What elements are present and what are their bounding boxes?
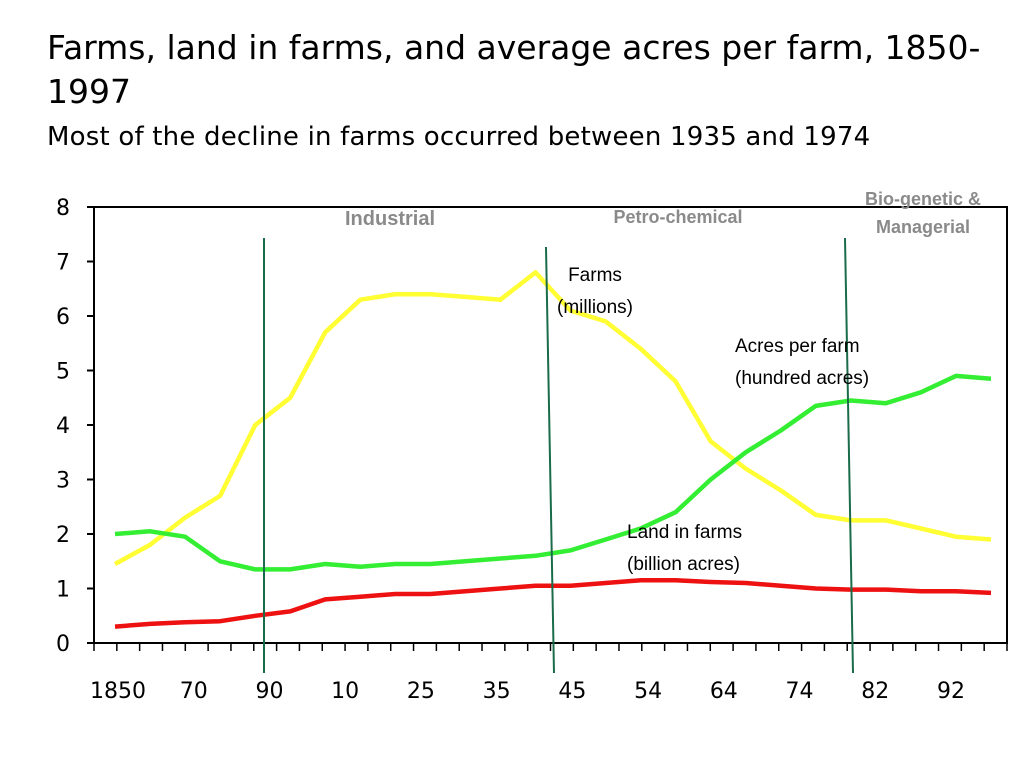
y-tick-label: 5 [56,360,70,385]
y-tick-label: 2 [56,523,70,548]
x-tick-label: 25 [407,679,435,704]
x-tick-label: 54 [634,679,662,704]
era-divider-1 [545,246,555,674]
era-dividers [263,237,854,674]
era-label-petro-chemical: Petro-chemical [613,207,742,227]
x-tick-label: 1850 [90,679,146,704]
annotation-acres-line2: (hundred acres) [735,368,869,389]
y-tick-label: 4 [56,414,70,439]
chart-title: Farms, land in farms, and average acres … [47,28,981,111]
y-tick-label: 6 [56,305,70,330]
x-tick-label: 64 [710,679,738,704]
y-tick-label: 1 [56,578,70,603]
plot-frame [93,206,1008,644]
series-line-1 [114,373,992,572]
chart-subtitle: Most of the decline in farms occurred be… [47,122,871,152]
era-label-industrial: Industrial [345,208,435,230]
y-tick-label: 7 [56,251,70,276]
era-label-bio-genetic: Bio-genetic & [865,189,981,209]
y-tick-label: 0 [56,632,70,657]
era-label-managerial: Managerial [876,217,970,237]
x-tick-label: 92 [937,679,965,704]
x-tick-label: 10 [331,679,359,704]
x-tick-label: 70 [180,679,208,704]
x-tick-label: 82 [861,679,889,704]
annotation-farms-line2: (millions) [557,297,633,318]
y-tick-label: 8 [56,196,70,221]
series-line-0 [113,270,992,566]
era-divider-2 [844,237,854,674]
y-tick-label: 3 [56,469,70,494]
x-tick-label: 90 [255,679,283,704]
x-tick-label: 45 [558,679,586,704]
x-tick-label: 35 [483,679,511,704]
annotation-acres-line1: Acres per farm [735,336,860,357]
x-tick-label: 74 [786,679,814,704]
annotation-farms-line1: Farms [568,265,622,286]
annotation-land-line1: Land in farms [627,522,742,543]
annotation-land-line2: (billion acres) [627,554,740,575]
